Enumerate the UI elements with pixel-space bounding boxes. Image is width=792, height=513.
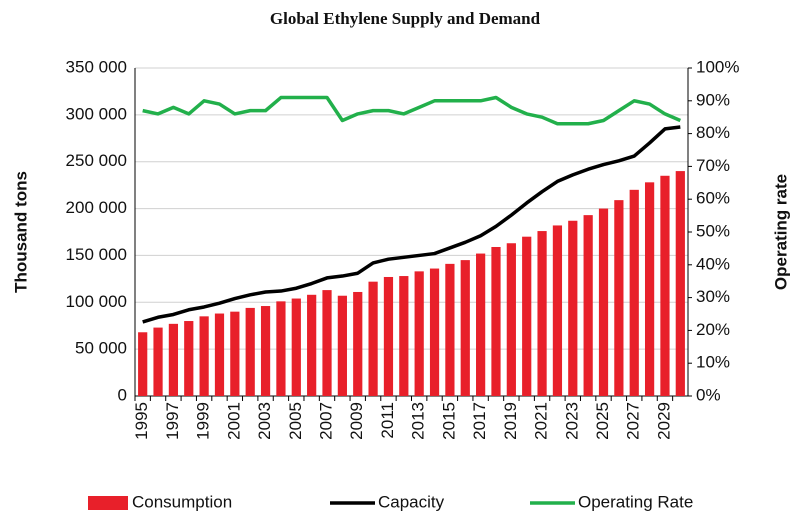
bar: [414, 271, 424, 396]
legend-label: Operating Rate: [578, 492, 693, 511]
y-tick-label: 0: [118, 385, 127, 404]
bar: [552, 225, 563, 396]
bar: [476, 253, 486, 396]
y-tick-label: 150 000: [66, 245, 127, 264]
y-tick-label: 50 000: [75, 339, 127, 358]
bar: [230, 311, 240, 396]
y2-tick-label: 60%: [696, 189, 730, 208]
bar: [522, 236, 532, 396]
x-tick-label: 1995: [132, 402, 151, 440]
y2-tick-label: 100%: [696, 57, 739, 76]
y-tick-label: 250 000: [66, 151, 127, 170]
bar: [353, 291, 363, 396]
line: [142, 95, 682, 126]
x-tick-label: 2019: [501, 402, 520, 440]
bar: [614, 200, 624, 396]
x-tick-label: 2011: [378, 402, 397, 439]
x-tick-label: 2029: [654, 402, 673, 440]
y2-tick-label: 40%: [696, 254, 730, 273]
bar: [583, 215, 593, 396]
x-tick-label: 2007: [316, 402, 335, 440]
y2-axis-title: Operating rate: [771, 174, 790, 290]
y2-tick-label: 70%: [696, 156, 730, 175]
x-tick-label: 2021: [532, 402, 551, 440]
x-tick-label: 2017: [470, 402, 489, 440]
x-tick-label: 1999: [194, 402, 213, 440]
bar: [537, 231, 547, 396]
bar: [445, 263, 455, 396]
x-tick-label: 2001: [224, 402, 243, 440]
bar: [460, 260, 470, 396]
y-tick-label: 200 000: [66, 198, 127, 217]
y2-tick-label: 0%: [696, 385, 721, 404]
bar: [322, 290, 332, 396]
x-tick-label: 1997: [163, 402, 182, 440]
bar: [660, 175, 670, 396]
y-axis-title: Thousand tons: [11, 171, 30, 293]
bar: [506, 243, 516, 396]
bar: [675, 171, 685, 396]
y2-tick-label: 30%: [696, 287, 730, 306]
bar: [138, 332, 148, 396]
y2-tick-label: 90%: [696, 90, 730, 109]
bar: [199, 316, 209, 396]
bar: [491, 246, 501, 396]
bar: [184, 321, 194, 396]
x-tick-label: 2003: [255, 402, 274, 440]
bar: [429, 268, 440, 396]
y2-tick-label: 20%: [696, 320, 730, 339]
bar: [168, 323, 179, 396]
bar: [291, 298, 301, 396]
y2-tick-label: 50%: [696, 221, 730, 240]
y-tick-label: 100 000: [66, 292, 127, 311]
bar: [214, 313, 225, 396]
bar: [383, 276, 394, 396]
bar: [399, 276, 409, 396]
bar: [307, 294, 317, 396]
y2-tick-label: 80%: [696, 123, 730, 142]
y2-tick-label: 10%: [696, 353, 730, 372]
y-tick-label: 300 000: [66, 104, 127, 123]
x-tick-label: 2013: [409, 402, 428, 440]
x-tick-label: 2025: [593, 402, 612, 440]
bar: [245, 307, 255, 396]
x-tick-label: 2015: [439, 402, 458, 440]
bar: [568, 220, 578, 396]
bar: [598, 208, 609, 396]
line: [142, 125, 681, 324]
bar: [629, 189, 639, 396]
bar: [337, 295, 347, 396]
bar: [368, 281, 378, 396]
x-tick-label: 2005: [286, 402, 305, 440]
legend-label: Consumption: [132, 492, 232, 511]
x-tick-label: 2009: [347, 402, 366, 440]
bar: [153, 327, 163, 396]
bar: [644, 182, 655, 396]
y-tick-label: 350 000: [66, 57, 127, 76]
x-tick-label: 2023: [562, 402, 581, 440]
bar: [260, 306, 271, 396]
legend-swatch: [88, 496, 128, 510]
bar: [276, 301, 286, 396]
x-tick-label: 2027: [624, 402, 643, 440]
chart-title: Global Ethylene Supply and Demand: [270, 9, 541, 28]
legend-label: Capacity: [378, 492, 445, 511]
